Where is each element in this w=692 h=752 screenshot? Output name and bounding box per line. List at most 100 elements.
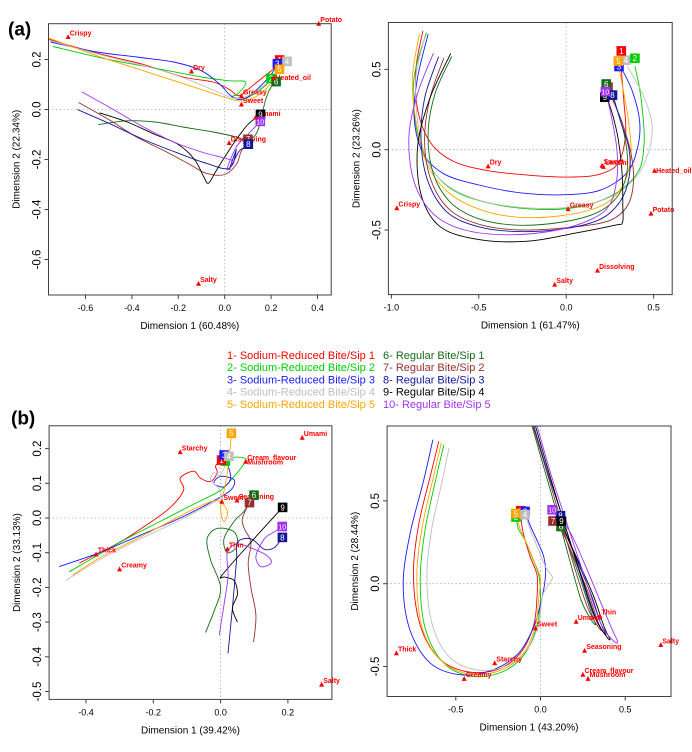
svg-text:10: 10 xyxy=(278,524,286,531)
svg-text:6: 6 xyxy=(252,491,257,500)
svg-text:Dimension 2 (28.44%): Dimension 2 (28.44%) xyxy=(350,512,361,611)
svg-text:Thin: Thin xyxy=(229,543,244,550)
svg-text:-0.5: -0.5 xyxy=(32,682,44,702)
svg-text:9: 9 xyxy=(559,517,564,526)
svg-text:-0.2: -0.2 xyxy=(146,707,162,717)
svg-text:Crispy: Crispy xyxy=(398,202,420,209)
svg-text:2- Sodium-Reduced Bite/Sip 2: 2- Sodium-Reduced Bite/Sip 2 xyxy=(227,362,375,374)
svg-text:8: 8 xyxy=(280,533,285,542)
svg-text:4: 4 xyxy=(523,511,528,520)
svg-text:Starchy: Starchy xyxy=(496,657,522,664)
svg-text:Dimension 1 (61.47%): Dimension 1 (61.47%) xyxy=(481,321,580,332)
svg-text:Greasy: Greasy xyxy=(243,89,267,96)
svg-text:-0.4: -0.4 xyxy=(78,707,94,717)
svg-text:6: 6 xyxy=(604,80,609,89)
svg-text:Dimension 1 (60.48%): Dimension 1 (60.48%) xyxy=(140,321,239,332)
svg-text:0.2: 0.2 xyxy=(32,52,44,68)
svg-text:-0.6: -0.6 xyxy=(32,250,44,270)
svg-text:Umami: Umami xyxy=(578,615,601,622)
svg-text:10- Regular Bite/Sip 5: 10- Regular Bite/Sip 5 xyxy=(383,399,491,411)
svg-text:8- Regular Bite/Sip 3: 8- Regular Bite/Sip 3 xyxy=(383,374,485,386)
svg-text:-0.3: -0.3 xyxy=(32,612,44,632)
svg-text:3- Sodium-Reduced Bite/Sip 3: 3- Sodium-Reduced Bite/Sip 3 xyxy=(227,374,375,386)
svg-text:3: 3 xyxy=(275,60,280,69)
svg-text:0.0: 0.0 xyxy=(214,707,227,717)
svg-text:4: 4 xyxy=(285,57,290,66)
svg-text:Starchy: Starchy xyxy=(182,445,208,452)
svg-text:Dimension 2 (23.26%): Dimension 2 (23.26%) xyxy=(351,109,362,208)
svg-text:2: 2 xyxy=(633,54,638,63)
svg-text:Heated_oil: Heated_oil xyxy=(656,168,691,175)
svg-text:Creamy: Creamy xyxy=(466,672,492,679)
svg-text:5: 5 xyxy=(616,57,621,66)
svg-text:0.0: 0.0 xyxy=(32,102,44,118)
svg-text:-0.4: -0.4 xyxy=(124,303,140,313)
svg-text:4- Sodium-Reduced Bite/Sip 4: 4- Sodium-Reduced Bite/Sip 4 xyxy=(227,387,375,399)
svg-text:Creamy: Creamy xyxy=(121,563,147,570)
svg-text:3: 3 xyxy=(617,62,622,71)
svg-text:Umami: Umami xyxy=(257,111,280,118)
svg-text:-0.4: -0.4 xyxy=(32,199,44,219)
svg-text:Dimension 1 (39.42%): Dimension 1 (39.42%) xyxy=(141,725,240,736)
svg-text:5: 5 xyxy=(277,65,282,74)
svg-text:-0.1: -0.1 xyxy=(32,543,44,563)
svg-text:-0.5: -0.5 xyxy=(371,220,383,240)
svg-text:9: 9 xyxy=(258,110,263,119)
svg-text:-0.2: -0.2 xyxy=(32,150,44,170)
svg-text:7- Regular Bite/Sip 2: 7- Regular Bite/Sip 2 xyxy=(383,362,485,374)
svg-text:8: 8 xyxy=(246,140,251,149)
svg-text:-1.0: -1.0 xyxy=(384,303,400,313)
svg-text:0.5: 0.5 xyxy=(619,705,632,715)
svg-text:2: 2 xyxy=(269,74,274,83)
svg-text:-0.4: -0.4 xyxy=(32,646,44,666)
svg-text:-0.5: -0.5 xyxy=(448,705,464,715)
svg-text:7: 7 xyxy=(247,499,252,508)
svg-text:Cream_flavour: Cream_flavour xyxy=(247,455,296,462)
svg-text:8: 8 xyxy=(558,512,563,521)
svg-text:0.5: 0.5 xyxy=(370,493,382,509)
svg-text:0.2: 0.2 xyxy=(282,707,295,717)
svg-text:Seasoning: Seasoning xyxy=(586,644,621,651)
svg-text:0.0: 0.0 xyxy=(32,510,44,526)
svg-text:0.0: 0.0 xyxy=(370,576,382,592)
svg-text:10: 10 xyxy=(256,119,264,126)
svg-text:1: 1 xyxy=(219,456,224,465)
svg-text:Thin: Thin xyxy=(601,609,616,616)
svg-text:Sweet: Sweet xyxy=(537,622,558,629)
svg-text:Dimension 2 (33.13%): Dimension 2 (33.13%) xyxy=(12,513,23,612)
svg-text:-0.5: -0.5 xyxy=(471,303,487,313)
svg-text:6: 6 xyxy=(559,522,564,531)
svg-text:Dimension 2 (22.34%): Dimension 2 (22.34%) xyxy=(12,110,23,209)
svg-text:-0.6: -0.6 xyxy=(78,303,94,313)
svg-text:5: 5 xyxy=(514,509,519,518)
svg-text:Dissolving: Dissolving xyxy=(599,264,634,271)
svg-text:Sweet: Sweet xyxy=(604,159,625,166)
svg-text:Umami: Umami xyxy=(605,160,628,167)
svg-text:Dimension 1 (43.20%): Dimension 1 (43.20%) xyxy=(480,723,579,734)
svg-text:Dry: Dry xyxy=(490,160,502,167)
svg-text:Potato: Potato xyxy=(653,207,675,214)
svg-text:0.5: 0.5 xyxy=(647,303,660,313)
svg-text:Sweet: Sweet xyxy=(243,98,264,105)
svg-text:6- Regular Bite/Sip 1: 6- Regular Bite/Sip 1 xyxy=(383,350,485,362)
svg-text:1- Sodium-Reduced Bite/Sip 1: 1- Sodium-Reduced Bite/Sip 1 xyxy=(227,350,375,362)
svg-text:0.5: 0.5 xyxy=(371,61,383,77)
svg-text:7: 7 xyxy=(551,517,556,526)
svg-text:Greasy: Greasy xyxy=(570,202,594,209)
svg-text:Salty: Salty xyxy=(200,277,217,284)
svg-text:-0.5: -0.5 xyxy=(370,657,382,677)
svg-text:9- Regular Bite/Sip 4: 9- Regular Bite/Sip 4 xyxy=(383,387,485,399)
svg-text:0.0: 0.0 xyxy=(218,303,231,313)
svg-text:0.2: 0.2 xyxy=(32,441,44,457)
svg-text:8: 8 xyxy=(610,91,615,100)
svg-text:Salty: Salty xyxy=(556,278,573,285)
svg-text:Cream_flavour: Cream_flavour xyxy=(585,668,634,675)
svg-text:Umami: Umami xyxy=(304,431,327,438)
svg-text:0.0: 0.0 xyxy=(534,705,547,715)
svg-text:0.0: 0.0 xyxy=(560,303,573,313)
svg-text:-0.2: -0.2 xyxy=(32,577,44,597)
svg-text:0.2: 0.2 xyxy=(265,303,278,313)
svg-text:0.4: 0.4 xyxy=(311,303,324,313)
svg-text:Crispy: Crispy xyxy=(70,30,92,37)
svg-text:Thick: Thick xyxy=(98,548,116,555)
